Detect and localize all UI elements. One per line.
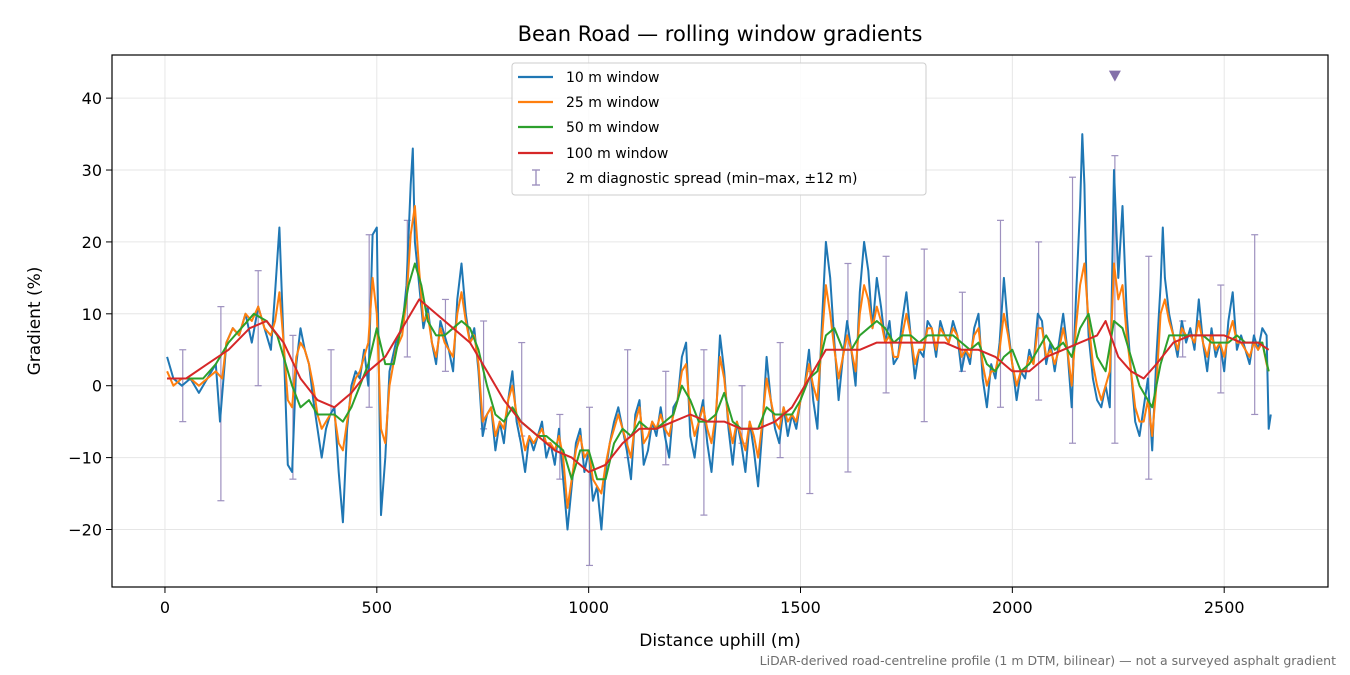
diagnostic-spread-bar [920, 248, 928, 423]
legend-entry: 2 m diagnostic spread (min–max, ±12 m) [532, 169, 857, 187]
legend: 10 m window 25 m window 50 m window 100 m w… [511, 62, 927, 196]
x-tick-label: 2000 [992, 598, 1033, 617]
diagnostic-spread-bar [844, 262, 852, 473]
peak-marker-icon [1108, 70, 1121, 82]
x-tick-label: 1500 [780, 598, 821, 617]
legend-label: 2 m diagnostic spread (min–max, ±12 m) [566, 171, 857, 187]
series-layer [166, 70, 1272, 567]
diagnostic-spread-bar [996, 219, 1004, 408]
x-tick-label: 500 [362, 598, 393, 617]
diagnostic-spread-bar [1035, 241, 1043, 401]
diagnostic-spread-bar [700, 349, 708, 516]
plot-frame [111, 54, 1329, 588]
series-line-50-m-window [167, 262, 1270, 481]
diagnostic-spread-bar [1251, 234, 1259, 416]
series-line-100-m-window [167, 298, 1270, 473]
legend-label: 100 m window [566, 146, 668, 162]
legend-label: 10 m window [566, 70, 659, 86]
y-tick-label: 30 [82, 161, 102, 180]
legend-box [511, 62, 927, 196]
series-line-25-m-window [166, 205, 1270, 509]
legend-entry: 10 m window [518, 70, 659, 86]
x-tick-label: 0 [160, 598, 170, 617]
x-tick-label: 1000 [568, 598, 609, 617]
y-tick-label: 10 [82, 305, 102, 324]
legend-entry: 50 m window [518, 120, 659, 136]
legend-entry: 25 m window [518, 95, 659, 111]
footnote: LiDAR-derived road-centreline profile (1… [760, 653, 1336, 668]
y-tick-label: −10 [68, 449, 102, 468]
x-tick-label: 2500 [1204, 598, 1245, 617]
diagnostic-spread-bar [1145, 255, 1153, 480]
diagnostic-spread-bar [882, 255, 890, 394]
y-tick-label: 40 [82, 89, 102, 108]
y-tick-label: 20 [82, 233, 102, 252]
y-axis-label: Gradient (%) [25, 267, 45, 376]
legend-label: 25 m window [566, 95, 659, 111]
diagnostic-spread-bar [1217, 284, 1225, 394]
chart-title: Bean Road — rolling window gradients [518, 22, 923, 46]
x-axis-label: Distance uphill (m) [639, 631, 800, 651]
diagnostic-spread-bar [662, 370, 670, 466]
legend-entry: 100 m window [518, 146, 668, 162]
axis-ticks: 0 500 1000 1500 2000 2500 −20 −10 0 10 20 30 40 [68, 89, 1244, 617]
y-tick-label: 0 [92, 377, 102, 396]
y-tick-label: −20 [68, 520, 102, 539]
diagnostic-spread-bar [254, 270, 262, 387]
diagnostic-spread-bar [586, 406, 594, 567]
legend-label: 50 m window [566, 120, 659, 136]
